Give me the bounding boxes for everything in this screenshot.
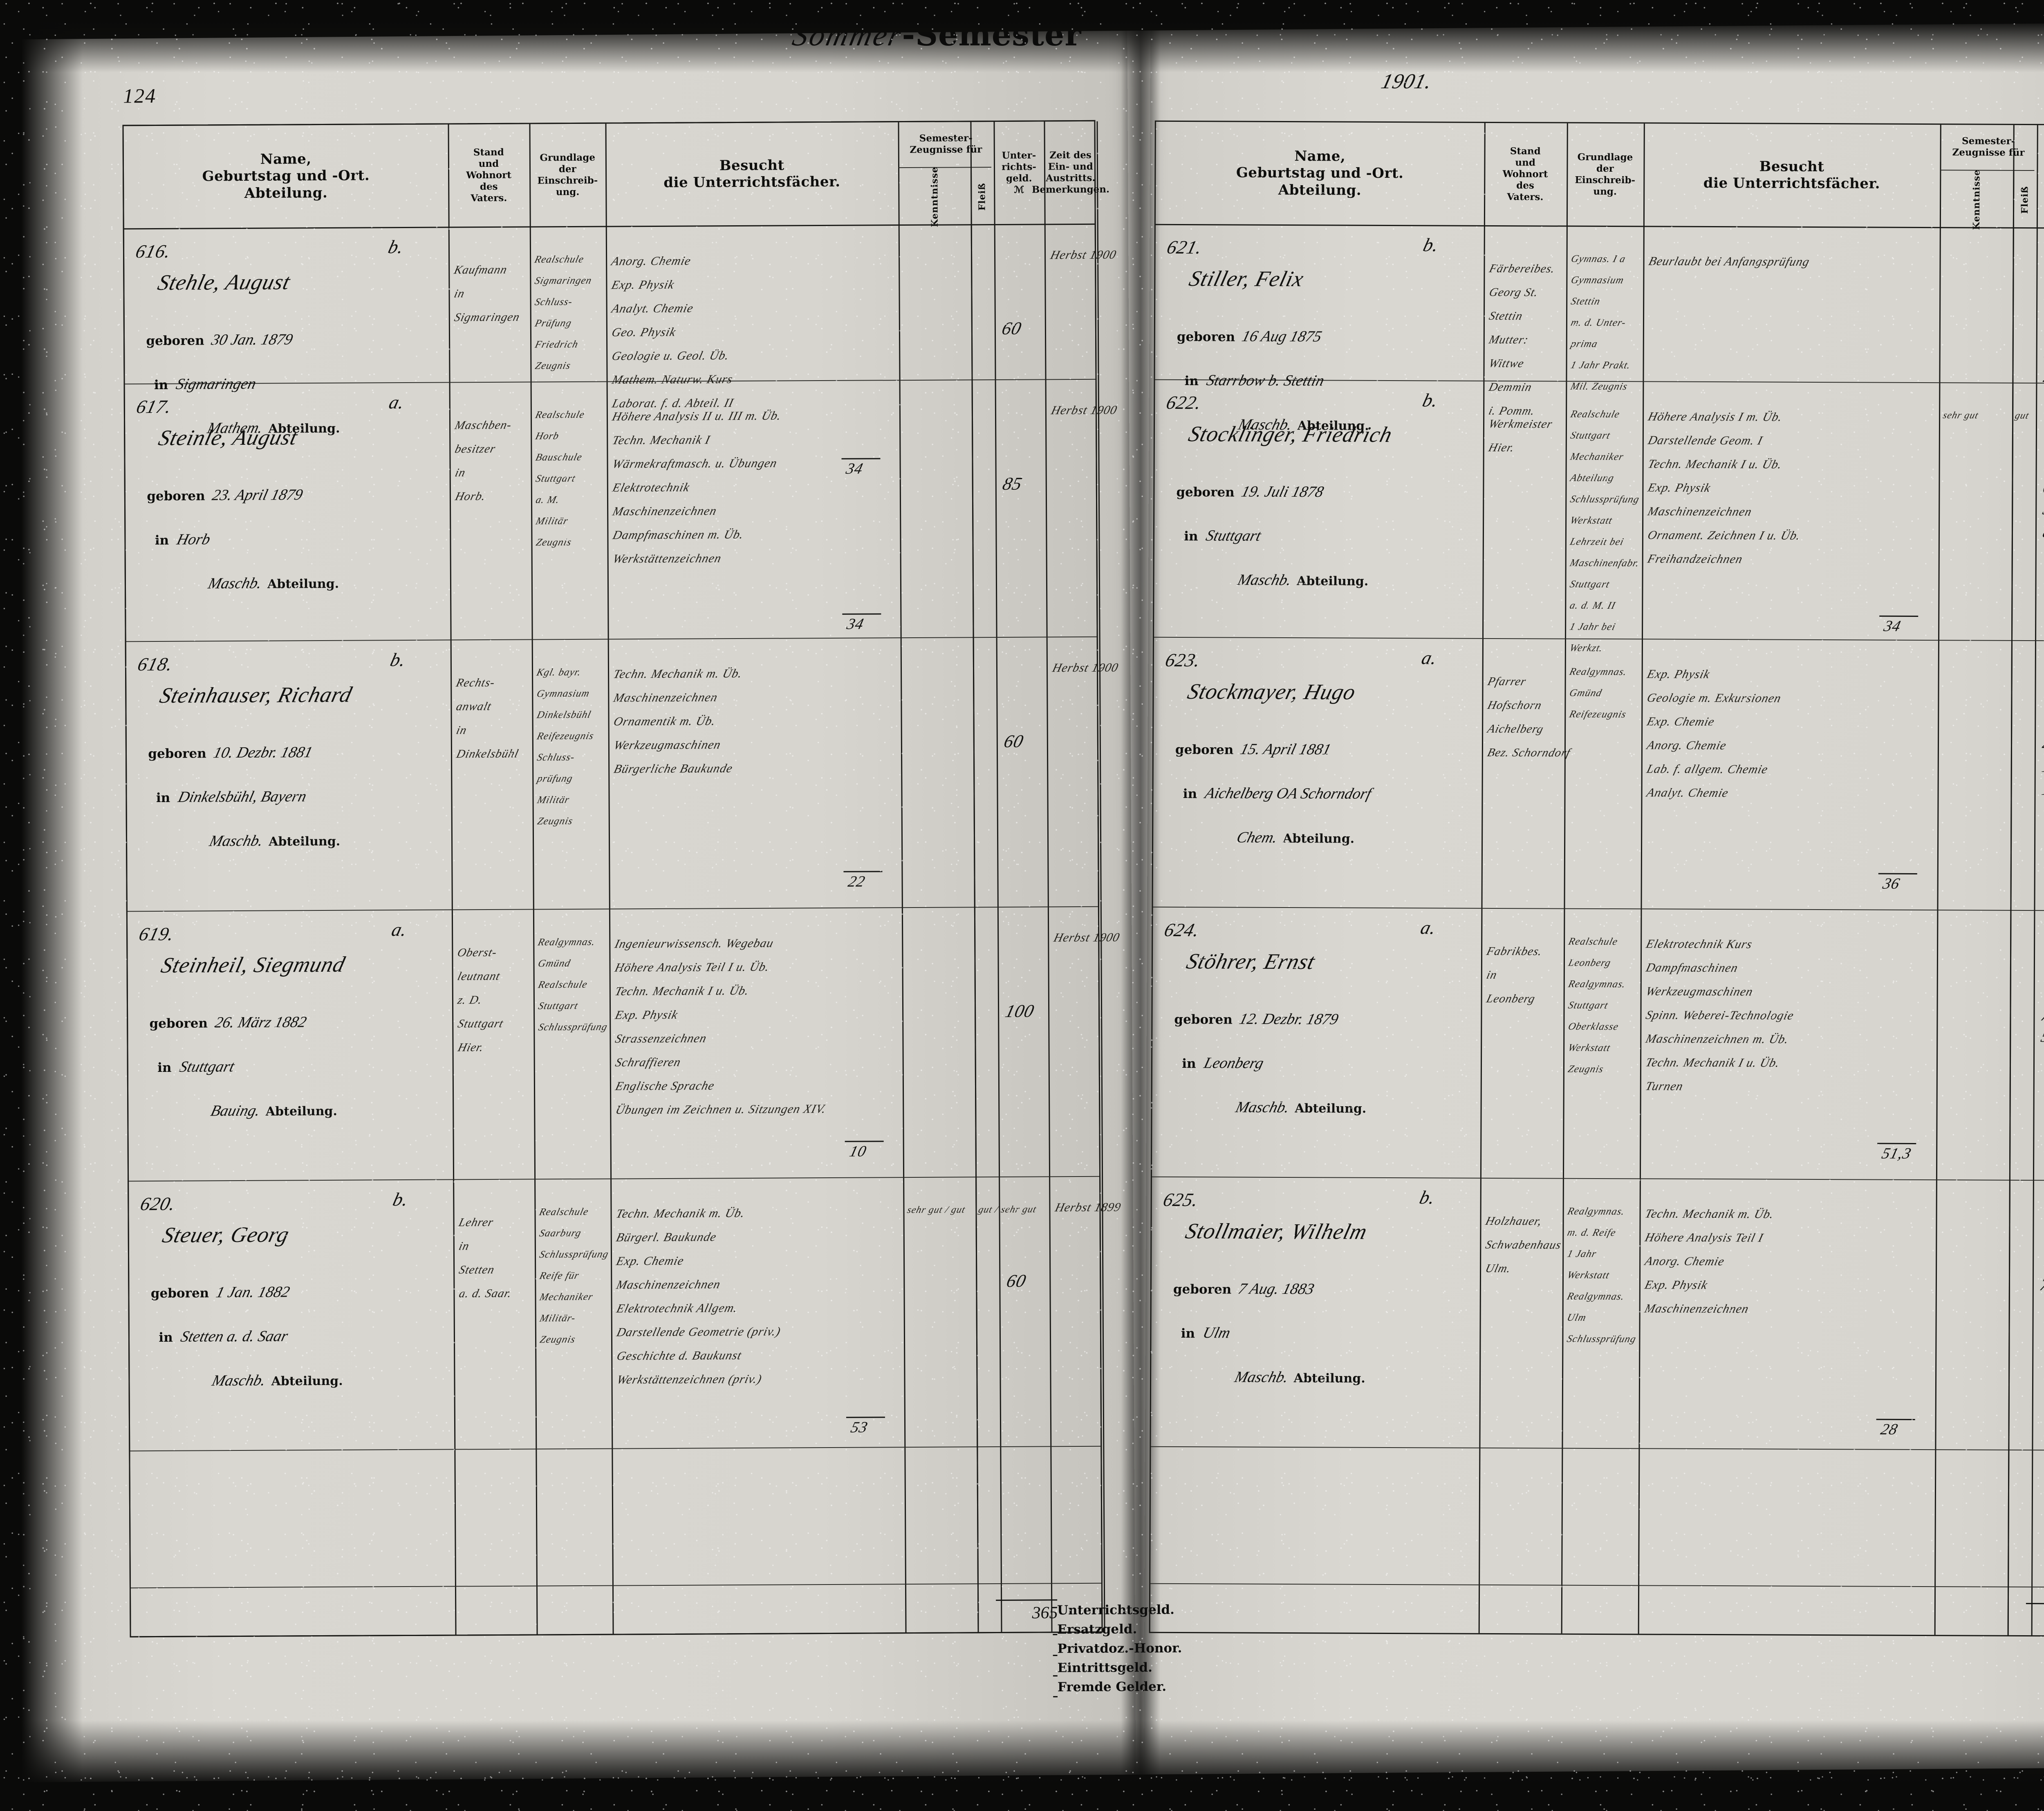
scan-vignette (0, 0, 2044, 1811)
register-scan: 124 Name,Geburtstag und -Ort.Abteilung.S… (0, 0, 2044, 1811)
